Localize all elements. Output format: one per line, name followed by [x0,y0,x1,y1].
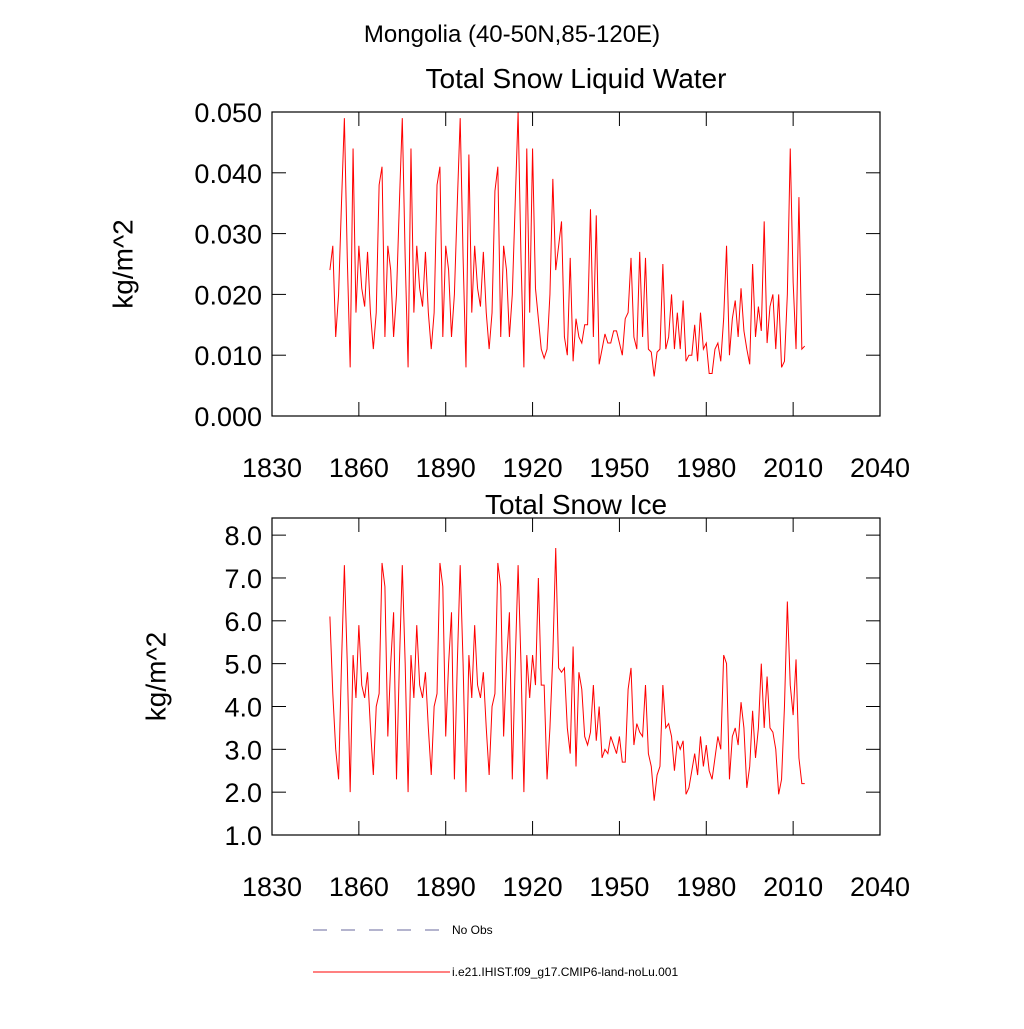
plot-frame [271,111,881,417]
x-tick-label: 1980 [676,453,736,483]
y-tick-label: 0.040 [194,159,262,189]
y-tick-label: 5.0 [224,650,262,680]
y-tick-label: 8.0 [224,521,262,551]
y-axis-label: kg/m^2 [140,632,171,721]
x-tick-label: 1920 [503,453,563,483]
x-tick-label: 2040 [850,453,910,483]
legend-label: No Obs [452,923,493,937]
data-line [329,547,805,801]
x-tick-label: 1890 [416,872,476,902]
x-tick-label: 1950 [589,872,649,902]
y-tick-label: 0.020 [194,280,262,310]
x-tick-label: 1830 [242,453,302,483]
data-line [329,111,806,377]
x-tick-label: 2040 [850,872,910,902]
y-tick-label: 3.0 [224,735,262,765]
x-tick-label: 2010 [763,872,823,902]
y-tick-label: 6.0 [224,607,262,637]
x-tick-label: 1890 [416,453,476,483]
y-tick-label: 0.010 [194,341,262,371]
x-tick-label: 1950 [589,453,649,483]
x-tick-label: 2010 [763,453,823,483]
chart-title: Total Snow Liquid Water [426,63,727,94]
y-axis-label: kg/m^2 [107,219,138,308]
y-tick-label: 7.0 [224,564,262,594]
suptitle: Mongolia (40-50N,85-120E) [364,21,660,48]
x-tick-label: 1920 [503,872,563,902]
y-tick-label: 1.0 [224,821,262,851]
x-tick-label: 1860 [329,872,389,902]
x-tick-label: 1860 [329,453,389,483]
y-tick-label: 0.000 [194,402,262,432]
y-tick-label: 0.030 [194,220,262,250]
x-tick-label: 1830 [242,872,302,902]
y-tick-label: 4.0 [224,692,262,722]
plot-frame [271,517,881,836]
legend-label: i.e21.IHIST.f09_g17.CMIP6-land-noLu.001 [452,965,678,979]
x-tick-label: 1980 [676,872,736,902]
chart-title: Total Snow Ice [485,489,667,520]
y-tick-label: 0.050 [194,98,262,128]
y-tick-label: 2.0 [224,778,262,808]
